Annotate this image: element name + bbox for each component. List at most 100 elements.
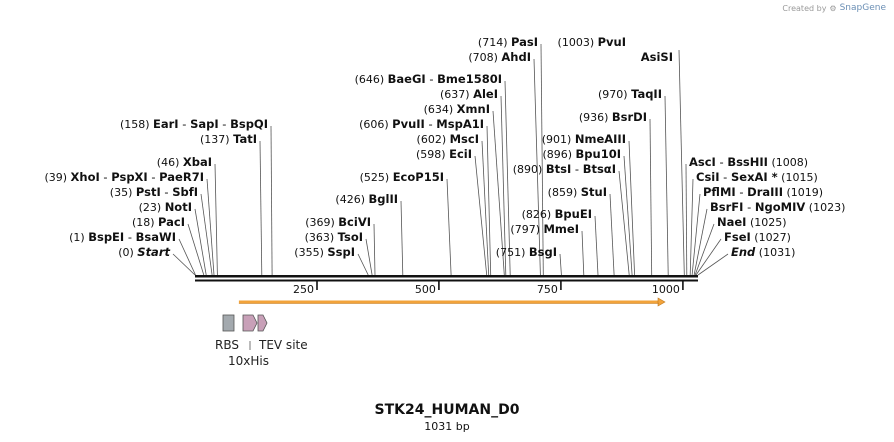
- site-label-tsoi[interactable]: (363) TsoI: [305, 230, 363, 244]
- site-label-bsrfi[interactable]: BsrFI - NgoMIV (1023): [710, 200, 845, 214]
- ruler-tick-label-750: 750: [537, 283, 558, 296]
- site-labels: (0) Start(1) BspEI - BsaWI(18) PacI(23) …: [44, 35, 845, 259]
- site-label-bglii[interactable]: (426) BglII: [335, 192, 398, 206]
- site-leader: [628, 140, 635, 276]
- site-label-bsrdi[interactable]: (936) BsrDI: [579, 110, 647, 124]
- tev-site-label: TEV site: [258, 338, 308, 352]
- ruler-ticks: 250 500 750 1000: [293, 281, 684, 296]
- site-label-pasi[interactable]: (714) PasI: [478, 35, 538, 49]
- site-leader: [200, 193, 213, 276]
- site-leader: [357, 253, 369, 276]
- site-label-mmei[interactable]: (797) MmeI: [510, 222, 579, 236]
- rbs-label: RBS: [215, 338, 239, 352]
- site-leader: [500, 95, 507, 276]
- site-label-bpu10i[interactable]: (896) Bpu10I: [542, 147, 621, 161]
- site-label-nmeaiii[interactable]: (901) NmeAIII: [542, 132, 626, 146]
- site-leader: [206, 178, 215, 276]
- site-leaders: [172, 43, 729, 276]
- site-label-msci[interactable]: (602) MscI: [417, 132, 479, 146]
- orf-feature[interactable]: [238, 297, 666, 307]
- site-leader: [693, 208, 708, 276]
- site-leader: [649, 118, 653, 276]
- site-label-xbai[interactable]: (46) XbaI: [157, 155, 212, 169]
- site-leader: [533, 58, 541, 276]
- rbs-feature[interactable]: [222, 314, 235, 332]
- sequence-map: (0) Start(1) BspEI - BsaWI(18) PacI(23) …: [44, 35, 845, 368]
- site-leader: [664, 95, 669, 276]
- site-leader: [178, 238, 196, 276]
- site-label-ecii[interactable]: (598) EciI: [416, 147, 472, 161]
- sequence-title: STK24_HUMAN_D0: [374, 402, 520, 418]
- site-label-xhoi[interactable]: (39) XhoI - PspXI - PaeR7I: [44, 170, 204, 184]
- snapgene-logo-icon: ⚙: [829, 3, 837, 13]
- site-leader: [474, 155, 488, 276]
- site-label-noti[interactable]: (23) NotI: [139, 200, 192, 214]
- site-leader: [685, 163, 688, 276]
- site-leader: [581, 230, 585, 276]
- site-label-csii[interactable]: CsiI - SexAI * (1015): [696, 170, 818, 184]
- site-leader: [594, 215, 599, 276]
- site-leader: [214, 163, 218, 276]
- his-tag-feature[interactable]: [242, 314, 258, 332]
- site-label-eari[interactable]: (158) EarI - SapI - BspQI: [120, 117, 268, 131]
- site-label-pvuii[interactable]: (606) PvuII - MspA1I: [359, 117, 484, 131]
- ruler-tick-label-250: 250: [293, 283, 314, 296]
- site-leader: [697, 253, 729, 276]
- site-leader: [481, 140, 490, 276]
- site-label-bsgi[interactable]: (751) BsgI: [496, 245, 557, 259]
- site-label-ahdi[interactable]: (708) AhdI: [468, 50, 531, 64]
- site-label-asisi[interactable]: AsiSI: [641, 50, 673, 64]
- site-label-pvui[interactable]: (1003) PvuI: [558, 35, 626, 49]
- site-label-stui[interactable]: (859) StuI: [548, 185, 607, 199]
- site-label-pflmi[interactable]: PflMI - DraIII (1019): [703, 185, 823, 199]
- site-leader: [172, 253, 196, 276]
- site-label-sspi[interactable]: (355) SspI: [294, 245, 355, 259]
- site-leader: [694, 223, 715, 276]
- site-leader: [259, 140, 263, 276]
- site-leader: [618, 170, 630, 276]
- site-label-bcivi[interactable]: (369) BciVI: [305, 215, 371, 229]
- site-label-paci[interactable]: (18) PacI: [132, 215, 185, 229]
- ruler-tick-label-1000: 1000: [652, 283, 680, 296]
- watermark-prefix: Created by: [782, 3, 827, 13]
- site-label-naei[interactable]: NaeI (1025): [717, 215, 787, 229]
- site-label-fsei[interactable]: FseI (1027): [724, 230, 791, 244]
- site-leader: [492, 110, 505, 276]
- site-leader: [486, 125, 492, 276]
- his-tag-label: 10xHis: [228, 354, 269, 368]
- site-label-asci[interactable]: AscI - BssHII (1008): [689, 155, 808, 169]
- site-leader: [270, 125, 273, 276]
- site-label-btsi[interactable]: (890) BtsI - BtsαI: [513, 162, 616, 176]
- site-leader: [695, 238, 722, 276]
- site-label-alei[interactable]: (637) AleI: [440, 87, 498, 101]
- orf-arrow-body[interactable]: [238, 300, 659, 304]
- dna-backbone-top: [195, 275, 698, 278]
- site-leader: [689, 178, 694, 276]
- site-leader: [540, 43, 544, 276]
- site-leader: [194, 208, 207, 276]
- site-leader: [504, 80, 511, 276]
- site-label-end[interactable]: End (1031): [731, 245, 795, 259]
- dna-backbone-bottom: [195, 279, 698, 282]
- site-label-bpuei[interactable]: (826) BpuEI: [522, 207, 592, 221]
- site-leader: [678, 49, 685, 276]
- site-label-taqii[interactable]: (970) TaqII: [598, 87, 662, 101]
- site-leader: [609, 193, 615, 276]
- orf-arrow-head[interactable]: [657, 297, 666, 307]
- site-leader: [187, 223, 205, 276]
- site-label-ecop15i[interactable]: (525) EcoP15I: [360, 170, 444, 184]
- site-label-start[interactable]: (0) Start: [118, 245, 170, 259]
- tev-site-feature[interactable]: [257, 314, 268, 332]
- site-label-xmni[interactable]: (634) XmnI: [424, 102, 490, 116]
- ruler-tick-label-500: 500: [415, 283, 436, 296]
- site-leader: [400, 200, 404, 276]
- site-label-psti[interactable]: (35) PstI - SbfI: [110, 185, 198, 199]
- features-track: RBS TEV site 10xHis: [215, 314, 308, 368]
- site-label-baegi[interactable]: (646) BaeGI - Bme1580I: [355, 72, 502, 86]
- site-label-tati[interactable]: (137) TatI: [200, 132, 257, 146]
- site-leader: [559, 253, 562, 276]
- site-leader: [446, 178, 452, 276]
- site-leader: [623, 155, 633, 276]
- site-label-bspei[interactable]: (1) BspEI - BsaWI: [69, 230, 176, 244]
- sequence-length: 1031 bp: [424, 420, 470, 433]
